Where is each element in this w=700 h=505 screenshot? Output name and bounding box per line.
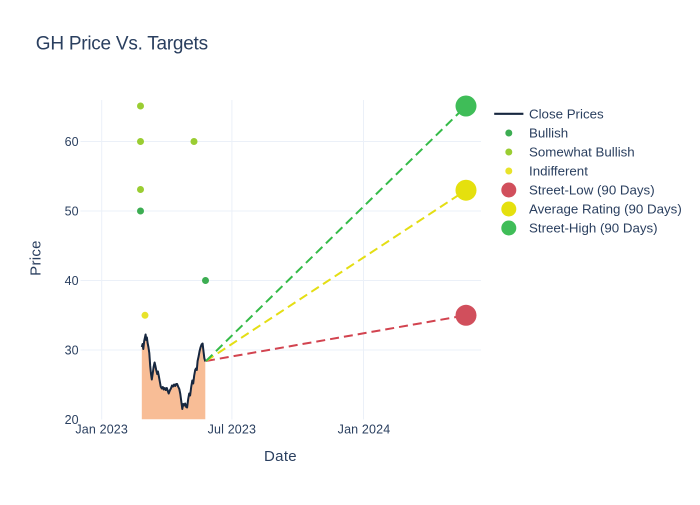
svg-text:20: 20 <box>65 413 79 427</box>
svg-text:Jul 2023: Jul 2023 <box>208 422 256 436</box>
svg-text:50: 50 <box>65 204 79 218</box>
svg-text:Bullish: Bullish <box>529 126 568 141</box>
svg-text:GH Price Vs. Targets: GH Price Vs. Targets <box>36 33 208 54</box>
svg-text:Jan 2023: Jan 2023 <box>75 422 128 436</box>
svg-text:60: 60 <box>65 135 79 149</box>
svg-text:Indifferent: Indifferent <box>529 164 588 179</box>
svg-text:Street-Low (90 Days): Street-Low (90 Days) <box>529 183 655 198</box>
svg-text:Jan 2024: Jan 2024 <box>338 422 391 436</box>
svg-text:Close Prices: Close Prices <box>529 107 604 122</box>
svg-text:Somewhat Bullish: Somewhat Bullish <box>529 145 635 160</box>
svg-text:Price: Price <box>27 240 44 276</box>
svg-text:Street-High (90 Days): Street-High (90 Days) <box>529 221 658 236</box>
svg-text:Average Rating (90 Days): Average Rating (90 Days) <box>529 202 682 217</box>
svg-text:30: 30 <box>65 343 79 357</box>
svg-text:40: 40 <box>65 274 79 288</box>
svg-text:Date: Date <box>264 448 297 465</box>
